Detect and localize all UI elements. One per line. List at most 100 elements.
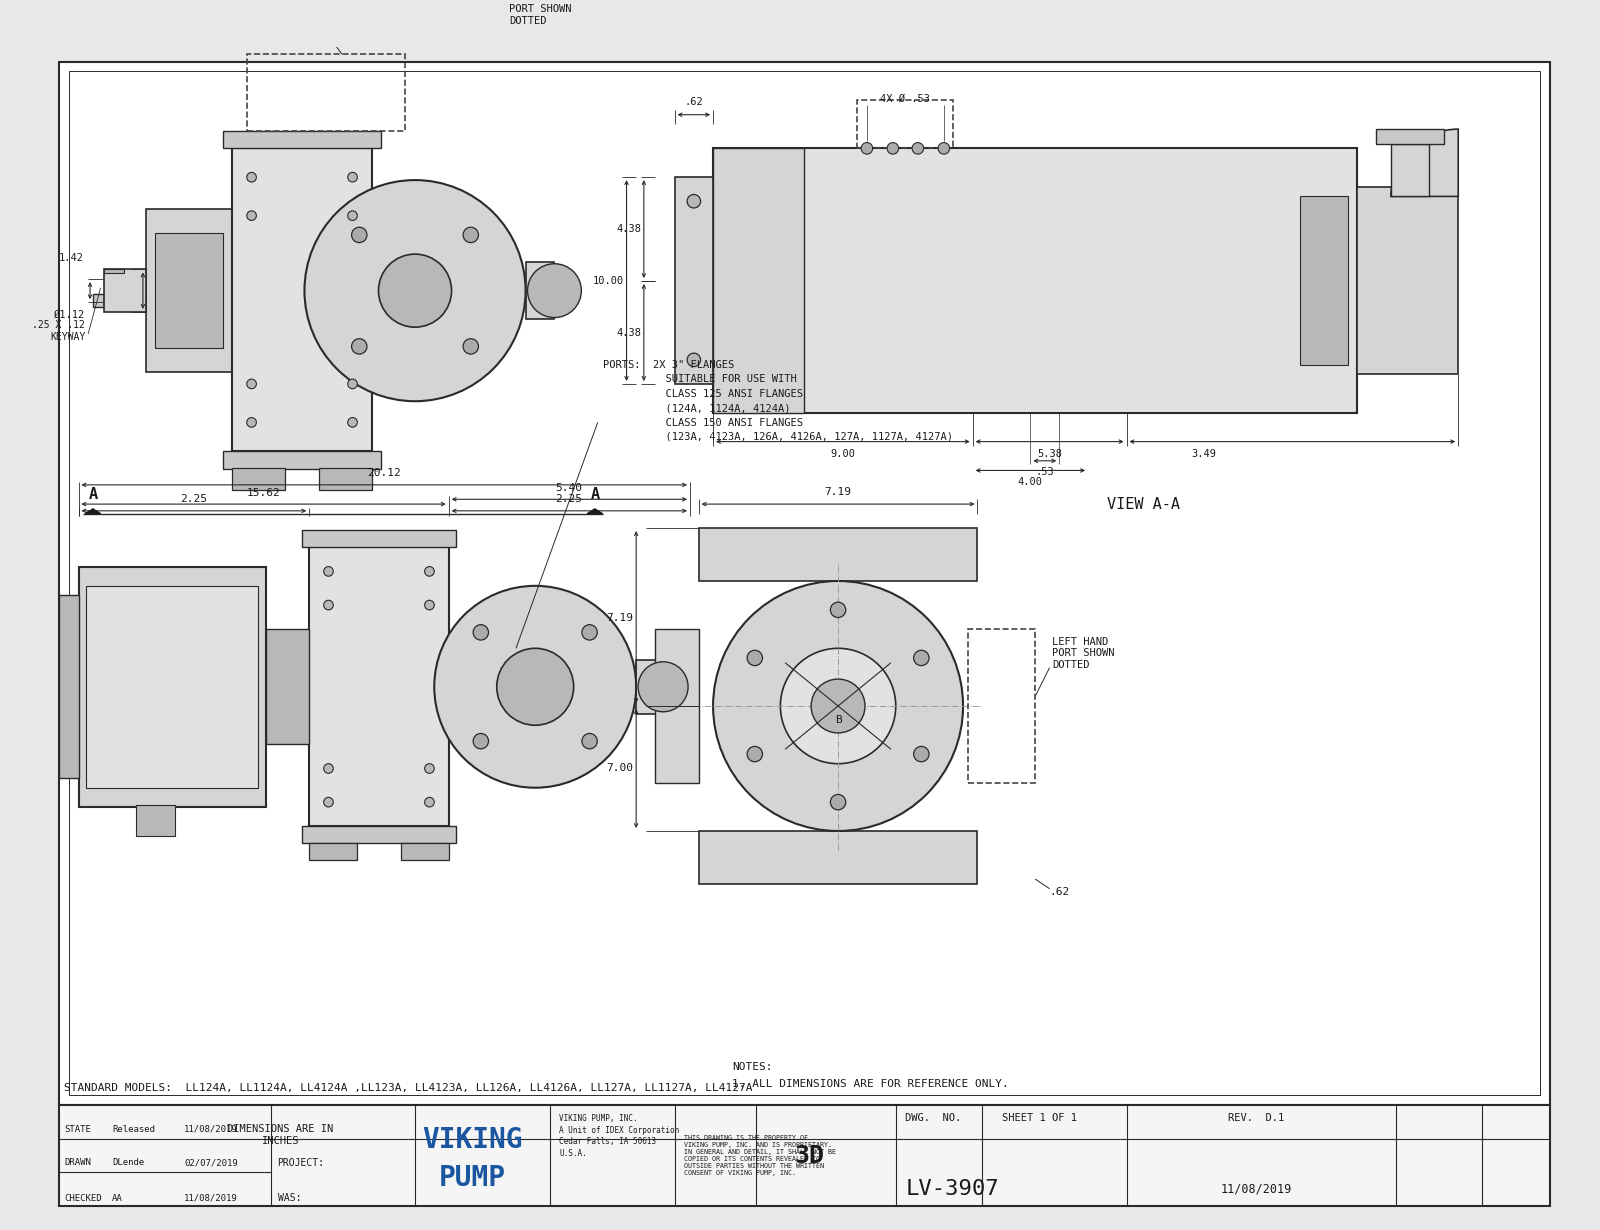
Text: VIEW A-A: VIEW A-A [1107, 497, 1181, 512]
Bar [232, 467, 285, 490]
Bar [1357, 187, 1458, 374]
Circle shape [246, 417, 256, 427]
Bar [318, 467, 371, 490]
Text: CHECKED: CHECKED [64, 1194, 102, 1203]
Circle shape [323, 567, 333, 576]
Text: DWG.  NO.: DWG. NO. [906, 1113, 962, 1123]
Circle shape [474, 733, 488, 749]
Bar [232, 149, 371, 451]
Text: 15.62: 15.62 [246, 487, 280, 498]
Text: SHEET 1 OF 1: SHEET 1 OF 1 [1003, 1113, 1077, 1123]
Polygon shape [85, 509, 101, 514]
Bar [699, 831, 978, 884]
Bar [714, 149, 805, 413]
Text: 20.12: 20.12 [368, 469, 402, 478]
Bar [59, 595, 78, 779]
Text: 02/07/2019: 02/07/2019 [184, 1159, 238, 1167]
Text: U.S.A.: U.S.A. [560, 1149, 587, 1157]
Text: CLASS 125 ANSI FLANGES: CLASS 125 ANSI FLANGES [603, 389, 803, 399]
Circle shape [496, 648, 574, 726]
Text: 3D: 3D [794, 1144, 824, 1168]
Text: .53: .53 [1035, 467, 1054, 477]
Circle shape [352, 338, 366, 354]
Text: PUMP: PUMP [440, 1164, 506, 1192]
Text: Cedar Falls, IA 50613: Cedar Falls, IA 50613 [560, 1137, 656, 1146]
Circle shape [323, 764, 333, 774]
Circle shape [379, 255, 451, 327]
Text: (123A, 4123A, 126A, 4126A, 127A, 1127A, 4127A): (123A, 4123A, 126A, 4126A, 127A, 1127A, … [603, 432, 952, 442]
Bar [78, 567, 266, 807]
Text: Released: Released [112, 1124, 155, 1134]
Bar [699, 528, 978, 581]
Text: (124A, 1124A, 4124A): (124A, 1124A, 4124A) [603, 403, 790, 413]
Circle shape [323, 600, 333, 610]
Text: 11/08/2019: 11/08/2019 [184, 1124, 238, 1134]
Circle shape [861, 143, 872, 154]
Bar [104, 269, 123, 273]
Text: CLASS 150 ANSI FLANGES: CLASS 150 ANSI FLANGES [603, 417, 803, 428]
Circle shape [811, 679, 866, 733]
Circle shape [424, 764, 434, 774]
Text: Ø1.12: Ø1.12 [54, 310, 85, 320]
Text: 1.42: 1.42 [58, 253, 83, 263]
Circle shape [747, 651, 763, 665]
Bar [656, 629, 699, 784]
Circle shape [347, 210, 357, 220]
Bar [59, 62, 1549, 1105]
Circle shape [781, 648, 896, 764]
Circle shape [323, 797, 333, 807]
Text: A: A [88, 487, 98, 502]
Bar [309, 843, 357, 860]
Text: .62: .62 [1050, 887, 1070, 897]
Text: PROJECT:: PROJECT: [277, 1157, 325, 1167]
Circle shape [352, 228, 366, 242]
Circle shape [747, 747, 763, 761]
Text: 7.19: 7.19 [606, 613, 634, 622]
Bar [525, 262, 555, 320]
Circle shape [462, 338, 478, 354]
Text: STATE: STATE [64, 1124, 91, 1134]
Text: 11/08/2019: 11/08/2019 [1221, 1182, 1291, 1196]
Circle shape [246, 210, 256, 220]
Circle shape [434, 585, 637, 787]
Text: 4.38: 4.38 [616, 224, 642, 234]
Text: SUITABLE FOR USE WITH: SUITABLE FOR USE WITH [603, 374, 797, 384]
Text: .62: .62 [685, 97, 704, 107]
Text: 5.40: 5.40 [555, 482, 582, 493]
Circle shape [830, 795, 846, 809]
Bar [146, 209, 232, 373]
Circle shape [938, 143, 949, 154]
Bar [222, 451, 381, 469]
Bar [714, 149, 1357, 413]
Circle shape [582, 733, 597, 749]
Text: VIKING PUMP, INC.: VIKING PUMP, INC. [560, 1114, 638, 1123]
Text: 4.00: 4.00 [1018, 477, 1043, 487]
Circle shape [686, 353, 701, 367]
Bar [309, 547, 448, 827]
Bar [1376, 129, 1443, 144]
Text: LEFT HAND
PORT SHOWN
DOTTED: LEFT HAND PORT SHOWN DOTTED [1053, 636, 1115, 669]
Text: 5.38: 5.38 [1037, 449, 1062, 459]
Bar [86, 585, 258, 787]
Text: 7.00: 7.00 [606, 764, 634, 774]
Text: LEFT HAND
PORT SHOWN
DOTTED: LEFT HAND PORT SHOWN DOTTED [509, 0, 571, 26]
Polygon shape [587, 509, 603, 514]
Text: DIMENSIONS ARE IN
INCHES: DIMENSIONS ARE IN INCHES [227, 1124, 333, 1146]
Circle shape [830, 603, 846, 617]
Circle shape [347, 379, 357, 389]
Text: B: B [835, 716, 842, 726]
Circle shape [638, 662, 688, 712]
Text: DLende: DLende [112, 1159, 144, 1167]
Wedge shape [1390, 129, 1458, 197]
Bar [637, 659, 662, 713]
Text: A: A [590, 487, 600, 502]
Text: A Unit of IDEX Corporation: A Unit of IDEX Corporation [560, 1125, 680, 1134]
Text: 3.49: 3.49 [1190, 449, 1216, 459]
Bar [136, 804, 174, 836]
Text: 1. ALL DIMENSIONS ARE FOR REFERENCE ONLY.: 1. ALL DIMENSIONS ARE FOR REFERENCE ONLY… [733, 1079, 1010, 1089]
Circle shape [424, 797, 434, 807]
Circle shape [912, 143, 923, 154]
Text: VIKING: VIKING [422, 1127, 523, 1154]
Bar [858, 101, 954, 149]
Bar [1390, 144, 1429, 197]
